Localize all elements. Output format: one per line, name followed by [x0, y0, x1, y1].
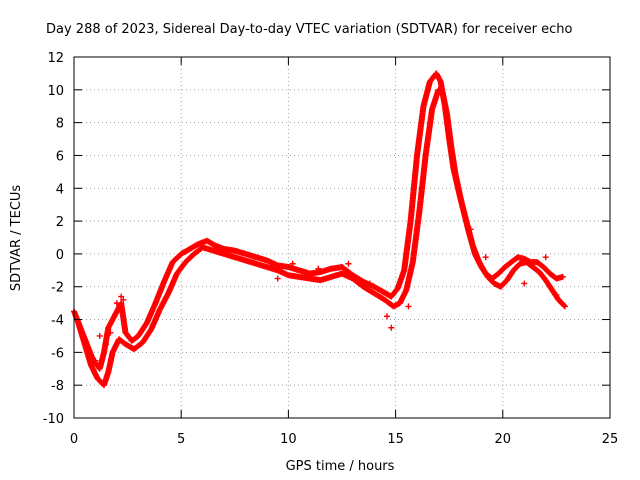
- plot-frame: [73, 56, 611, 419]
- series-2: [75, 86, 568, 389]
- data-point: [538, 262, 545, 269]
- data-point: [506, 260, 513, 267]
- y-tick-label: -10: [43, 412, 64, 427]
- data-point: [315, 265, 322, 272]
- data-point: [542, 254, 549, 261]
- data-point: [197, 245, 204, 252]
- axis-ticks: [73, 56, 611, 419]
- data-point: [107, 329, 114, 336]
- data-point: [467, 226, 474, 233]
- data-point: [405, 303, 412, 310]
- x-tick-label: 20: [495, 432, 512, 447]
- data-point: [388, 324, 395, 331]
- data-point: [118, 293, 125, 300]
- y-tick-label: 4: [56, 182, 64, 197]
- data-point: [274, 275, 281, 282]
- data-point: [493, 272, 500, 279]
- data-point: [509, 269, 516, 276]
- data-point: [551, 273, 558, 280]
- y-tick-label: -6: [51, 346, 64, 361]
- data-point: [366, 280, 373, 287]
- data-point: [541, 275, 548, 282]
- data-point: [384, 313, 391, 320]
- data-point: [482, 254, 489, 261]
- data-point: [521, 280, 528, 287]
- data-point: [96, 332, 103, 339]
- y-tick-label: 6: [56, 149, 64, 164]
- y-tick-label: -8: [51, 379, 64, 394]
- data-point: [512, 255, 519, 262]
- data-point: [560, 301, 567, 308]
- x-tick-label: 5: [177, 432, 185, 447]
- grid-lines: [74, 57, 610, 418]
- data-point: [103, 341, 110, 348]
- x-tick-label: 0: [70, 432, 78, 447]
- x-tick-labels: 0 5 10 15 20 25: [70, 432, 618, 447]
- data-point: [515, 262, 522, 269]
- data-point: [92, 357, 99, 364]
- y-tick-label: 10: [47, 84, 64, 99]
- y-tick-label: 8: [56, 117, 64, 132]
- data-point: [120, 296, 127, 303]
- data-point: [289, 260, 296, 267]
- chart-title: Day 288 of 2023, Sidereal Day-to-day VTE…: [46, 22, 573, 37]
- data-points: [71, 70, 568, 389]
- data-point: [561, 302, 568, 309]
- data-point: [345, 260, 352, 267]
- y-tick-labels: -10 -8 -6 -4 -2 0 2 4 6 8 10 12: [43, 51, 64, 427]
- x-tick-label: 15: [387, 432, 404, 447]
- x-axis-label: GPS time / hours: [286, 459, 395, 474]
- y-tick-label: -4: [51, 314, 64, 329]
- y-tick-label: 2: [56, 215, 64, 230]
- data-point: [558, 274, 565, 281]
- data-point: [113, 300, 120, 307]
- data-point: [358, 282, 365, 289]
- data-point: [553, 291, 560, 298]
- y-tick-label: 12: [47, 51, 64, 66]
- x-tick-label: 10: [280, 432, 297, 447]
- y-tick-label: 0: [56, 248, 64, 263]
- x-tick-label: 25: [602, 432, 619, 447]
- data-point: [393, 287, 400, 294]
- data-point: [547, 284, 554, 291]
- data-point: [527, 262, 534, 269]
- y-tick-label: -2: [51, 281, 64, 296]
- y-axis-label: SDTVAR / TECUs: [9, 185, 24, 292]
- data-point: [554, 294, 561, 301]
- data-point: [483, 271, 490, 278]
- data-point: [120, 339, 127, 346]
- series-3: [92, 226, 560, 364]
